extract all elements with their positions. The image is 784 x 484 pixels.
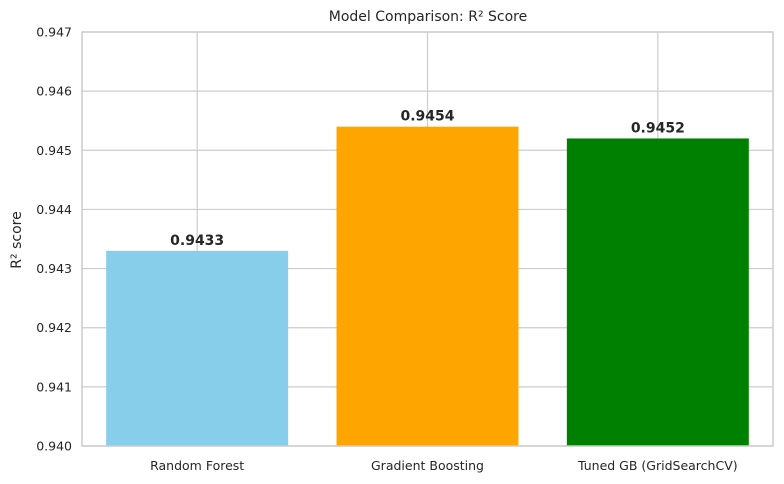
bar-value-label: 0.9454: [400, 109, 454, 125]
chart-title: Model Comparison: R² Score: [329, 9, 527, 25]
data-labels: 0.9433 0.9454 0.9452: [170, 109, 685, 249]
bar-random-forest: [106, 250, 289, 446]
x-tick-label: Gradient Boosting: [371, 458, 484, 473]
bar-value-label: 0.9452: [631, 120, 685, 136]
bar-value-label: 0.9433: [170, 233, 224, 249]
y-tick-label: 0.940: [36, 439, 72, 454]
y-tick-label: 0.941: [36, 379, 72, 394]
x-tick-labels: Random Forest Gradient Boosting Tuned GB (…: [150, 458, 738, 473]
y-tick-label: 0.946: [36, 84, 72, 99]
plot-frame: [81, 31, 774, 447]
x-tick-label: Random Forest: [150, 458, 244, 473]
x-tick-label: Tuned GB (GridSearchCV): [577, 458, 738, 473]
y-tick-label: 0.947: [36, 25, 72, 40]
y-tick-label: 0.943: [36, 261, 72, 276]
y-tick-labels: 0.940 0.941 0.942 0.943 0.944 0.945 0.946 0.947: [36, 25, 72, 454]
bars: [106, 126, 749, 446]
bar-tuned-gb-gridsearchcv: [566, 138, 749, 446]
y-tick-label: 0.944: [36, 202, 72, 217]
y-tick-label: 0.942: [36, 320, 72, 335]
y-tick-label: 0.945: [36, 143, 72, 158]
y-axis-label: R² score: [9, 211, 25, 268]
bar-gradient-boosting: [336, 126, 519, 446]
